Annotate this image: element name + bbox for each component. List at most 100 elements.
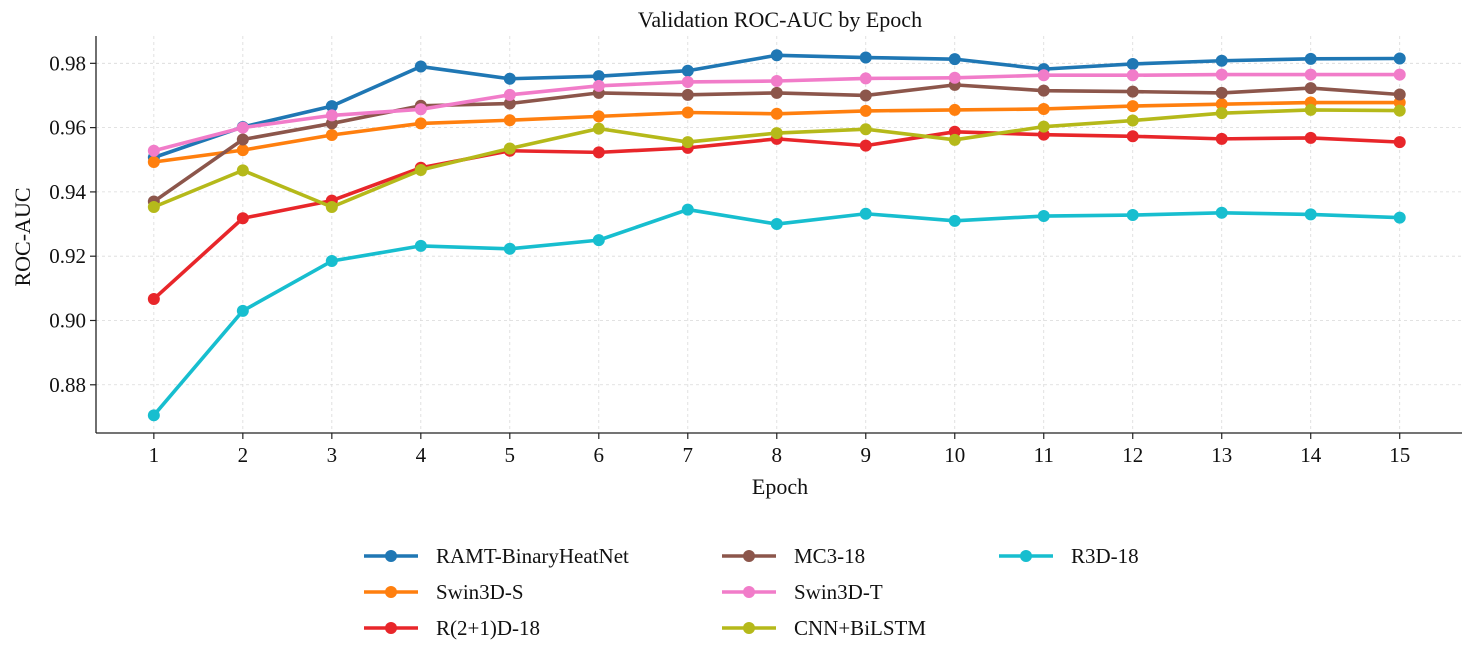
x-tick-label: 3 [327, 443, 338, 467]
data-point-r-2-1-d-18 [1304, 131, 1317, 144]
data-point-ramt-binaryheatnet [414, 60, 427, 73]
x-tick-label: 14 [1300, 443, 1322, 467]
data-point-cnn-bilstm [1304, 103, 1317, 116]
legend-item-mc3-18: MC3-18 [722, 544, 865, 568]
y-tick-label: 0.94 [49, 180, 86, 204]
data-point-r3d-18 [770, 218, 783, 231]
data-point-swin3d-s [681, 106, 694, 119]
data-point-r-2-1-d-18 [859, 139, 872, 152]
legend-label: CNN+BiLSTM [794, 616, 926, 640]
y-tick-label: 0.96 [49, 116, 86, 140]
data-point-swin3d-s [236, 144, 249, 157]
x-tick-label: 11 [1034, 443, 1054, 467]
data-point-mc3-18 [1215, 86, 1228, 99]
data-point-r3d-18 [1215, 206, 1228, 219]
data-point-swin3d-t [325, 109, 338, 122]
legend-marker [385, 550, 397, 562]
data-point-swin3d-s [1037, 102, 1050, 115]
data-point-ramt-binaryheatnet [592, 70, 605, 83]
data-point-cnn-bilstm [1215, 107, 1228, 120]
x-tick-label: 2 [238, 443, 249, 467]
legend-marker [743, 622, 755, 634]
data-point-r3d-18 [325, 255, 338, 268]
data-point-swin3d-t [770, 75, 783, 88]
data-point-swin3d-t [1037, 69, 1050, 82]
legend-marker [743, 586, 755, 598]
legend-marker [743, 550, 755, 562]
series-swin3d-s [147, 96, 1406, 169]
data-point-cnn-bilstm [1037, 120, 1050, 133]
data-point-r3d-18 [681, 203, 694, 216]
data-point-swin3d-t [1304, 68, 1317, 81]
series-layer [147, 49, 1406, 422]
data-point-cnn-bilstm [859, 123, 872, 136]
data-point-cnn-bilstm [236, 164, 249, 177]
series-r3d-18 [147, 203, 1406, 422]
x-tick-label: 13 [1211, 443, 1232, 467]
x-tick-label: 4 [416, 443, 427, 467]
data-point-cnn-bilstm [592, 122, 605, 135]
data-point-r-2-1-d-18 [592, 146, 605, 159]
data-point-swin3d-s [1126, 100, 1139, 113]
data-point-ramt-binaryheatnet [1215, 54, 1228, 67]
legend-label: RAMT-BinaryHeatNet [436, 544, 629, 568]
data-point-r-2-1-d-18 [1393, 136, 1406, 149]
data-point-r3d-18 [1037, 210, 1050, 223]
data-point-r3d-18 [1126, 209, 1139, 222]
data-point-swin3d-s [948, 103, 961, 116]
x-tick-label: 5 [505, 443, 516, 467]
data-point-swin3d-t [681, 75, 694, 88]
data-point-swin3d-t [592, 79, 605, 92]
data-point-r3d-18 [503, 242, 516, 255]
data-point-swin3d-s [770, 107, 783, 120]
data-point-swin3d-t [859, 72, 872, 85]
legend-label: Swin3D-T [794, 580, 883, 604]
axes-layer: 1 2 3 4 5 6 7 8 9 10 11 12 13 14 150.880.900.920.940.9… [49, 36, 1462, 467]
legend-item-ramt-binaryheatnet: RAMT-BinaryHeatNet [364, 544, 629, 568]
data-point-r-2-1-d-18 [1215, 132, 1228, 145]
data-point-ramt-binaryheatnet [503, 72, 516, 85]
legend-label: R(2+1)D-18 [436, 616, 540, 640]
data-point-ramt-binaryheatnet [859, 51, 872, 64]
data-point-cnn-bilstm [1393, 104, 1406, 117]
data-point-ramt-binaryheatnet [1393, 52, 1406, 65]
data-point-ramt-binaryheatnet [948, 53, 961, 66]
data-point-mc3-18 [770, 86, 783, 99]
data-point-cnn-bilstm [325, 201, 338, 214]
data-point-cnn-bilstm [414, 164, 427, 177]
data-point-r3d-18 [948, 214, 961, 227]
legend-label: Swin3D-S [436, 580, 524, 604]
data-point-r3d-18 [592, 234, 605, 247]
series-swin3d-t [147, 68, 1406, 157]
data-point-ramt-binaryheatnet [325, 100, 338, 113]
legend-marker [385, 622, 397, 634]
x-tick-label: 9 [861, 443, 872, 467]
legend-label: R3D-18 [1071, 544, 1139, 568]
data-point-mc3-18 [503, 97, 516, 110]
data-point-r-2-1-d-18 [147, 292, 160, 305]
series-cnn-bilstm [147, 103, 1406, 214]
legend-item-swin3d-s: Swin3D-S [364, 580, 524, 604]
data-point-swin3d-t [414, 103, 427, 116]
data-point-swin3d-t [1215, 68, 1228, 81]
data-point-cnn-bilstm [147, 201, 160, 214]
data-point-r3d-18 [414, 239, 427, 252]
y-tick-label: 0.88 [49, 373, 86, 397]
legend-item-r-2-1-d-18: R(2+1)D-18 [364, 616, 540, 640]
x-tick-label: 15 [1389, 443, 1410, 467]
data-point-mc3-18 [236, 133, 249, 146]
data-point-r3d-18 [147, 409, 160, 422]
data-point-mc3-18 [859, 89, 872, 102]
y-axis-label: ROC-AUC [10, 187, 35, 286]
data-point-r3d-18 [1304, 208, 1317, 221]
x-tick-label: 8 [772, 443, 783, 467]
data-point-mc3-18 [1393, 88, 1406, 101]
data-point-swin3d-s [325, 129, 338, 142]
data-point-r3d-18 [1393, 211, 1406, 224]
x-tick-label: 1 [149, 443, 160, 467]
legend-item-cnn-bilstm: CNN+BiLSTM [722, 616, 926, 640]
data-point-mc3-18 [1304, 82, 1317, 95]
data-point-swin3d-t [147, 144, 160, 157]
